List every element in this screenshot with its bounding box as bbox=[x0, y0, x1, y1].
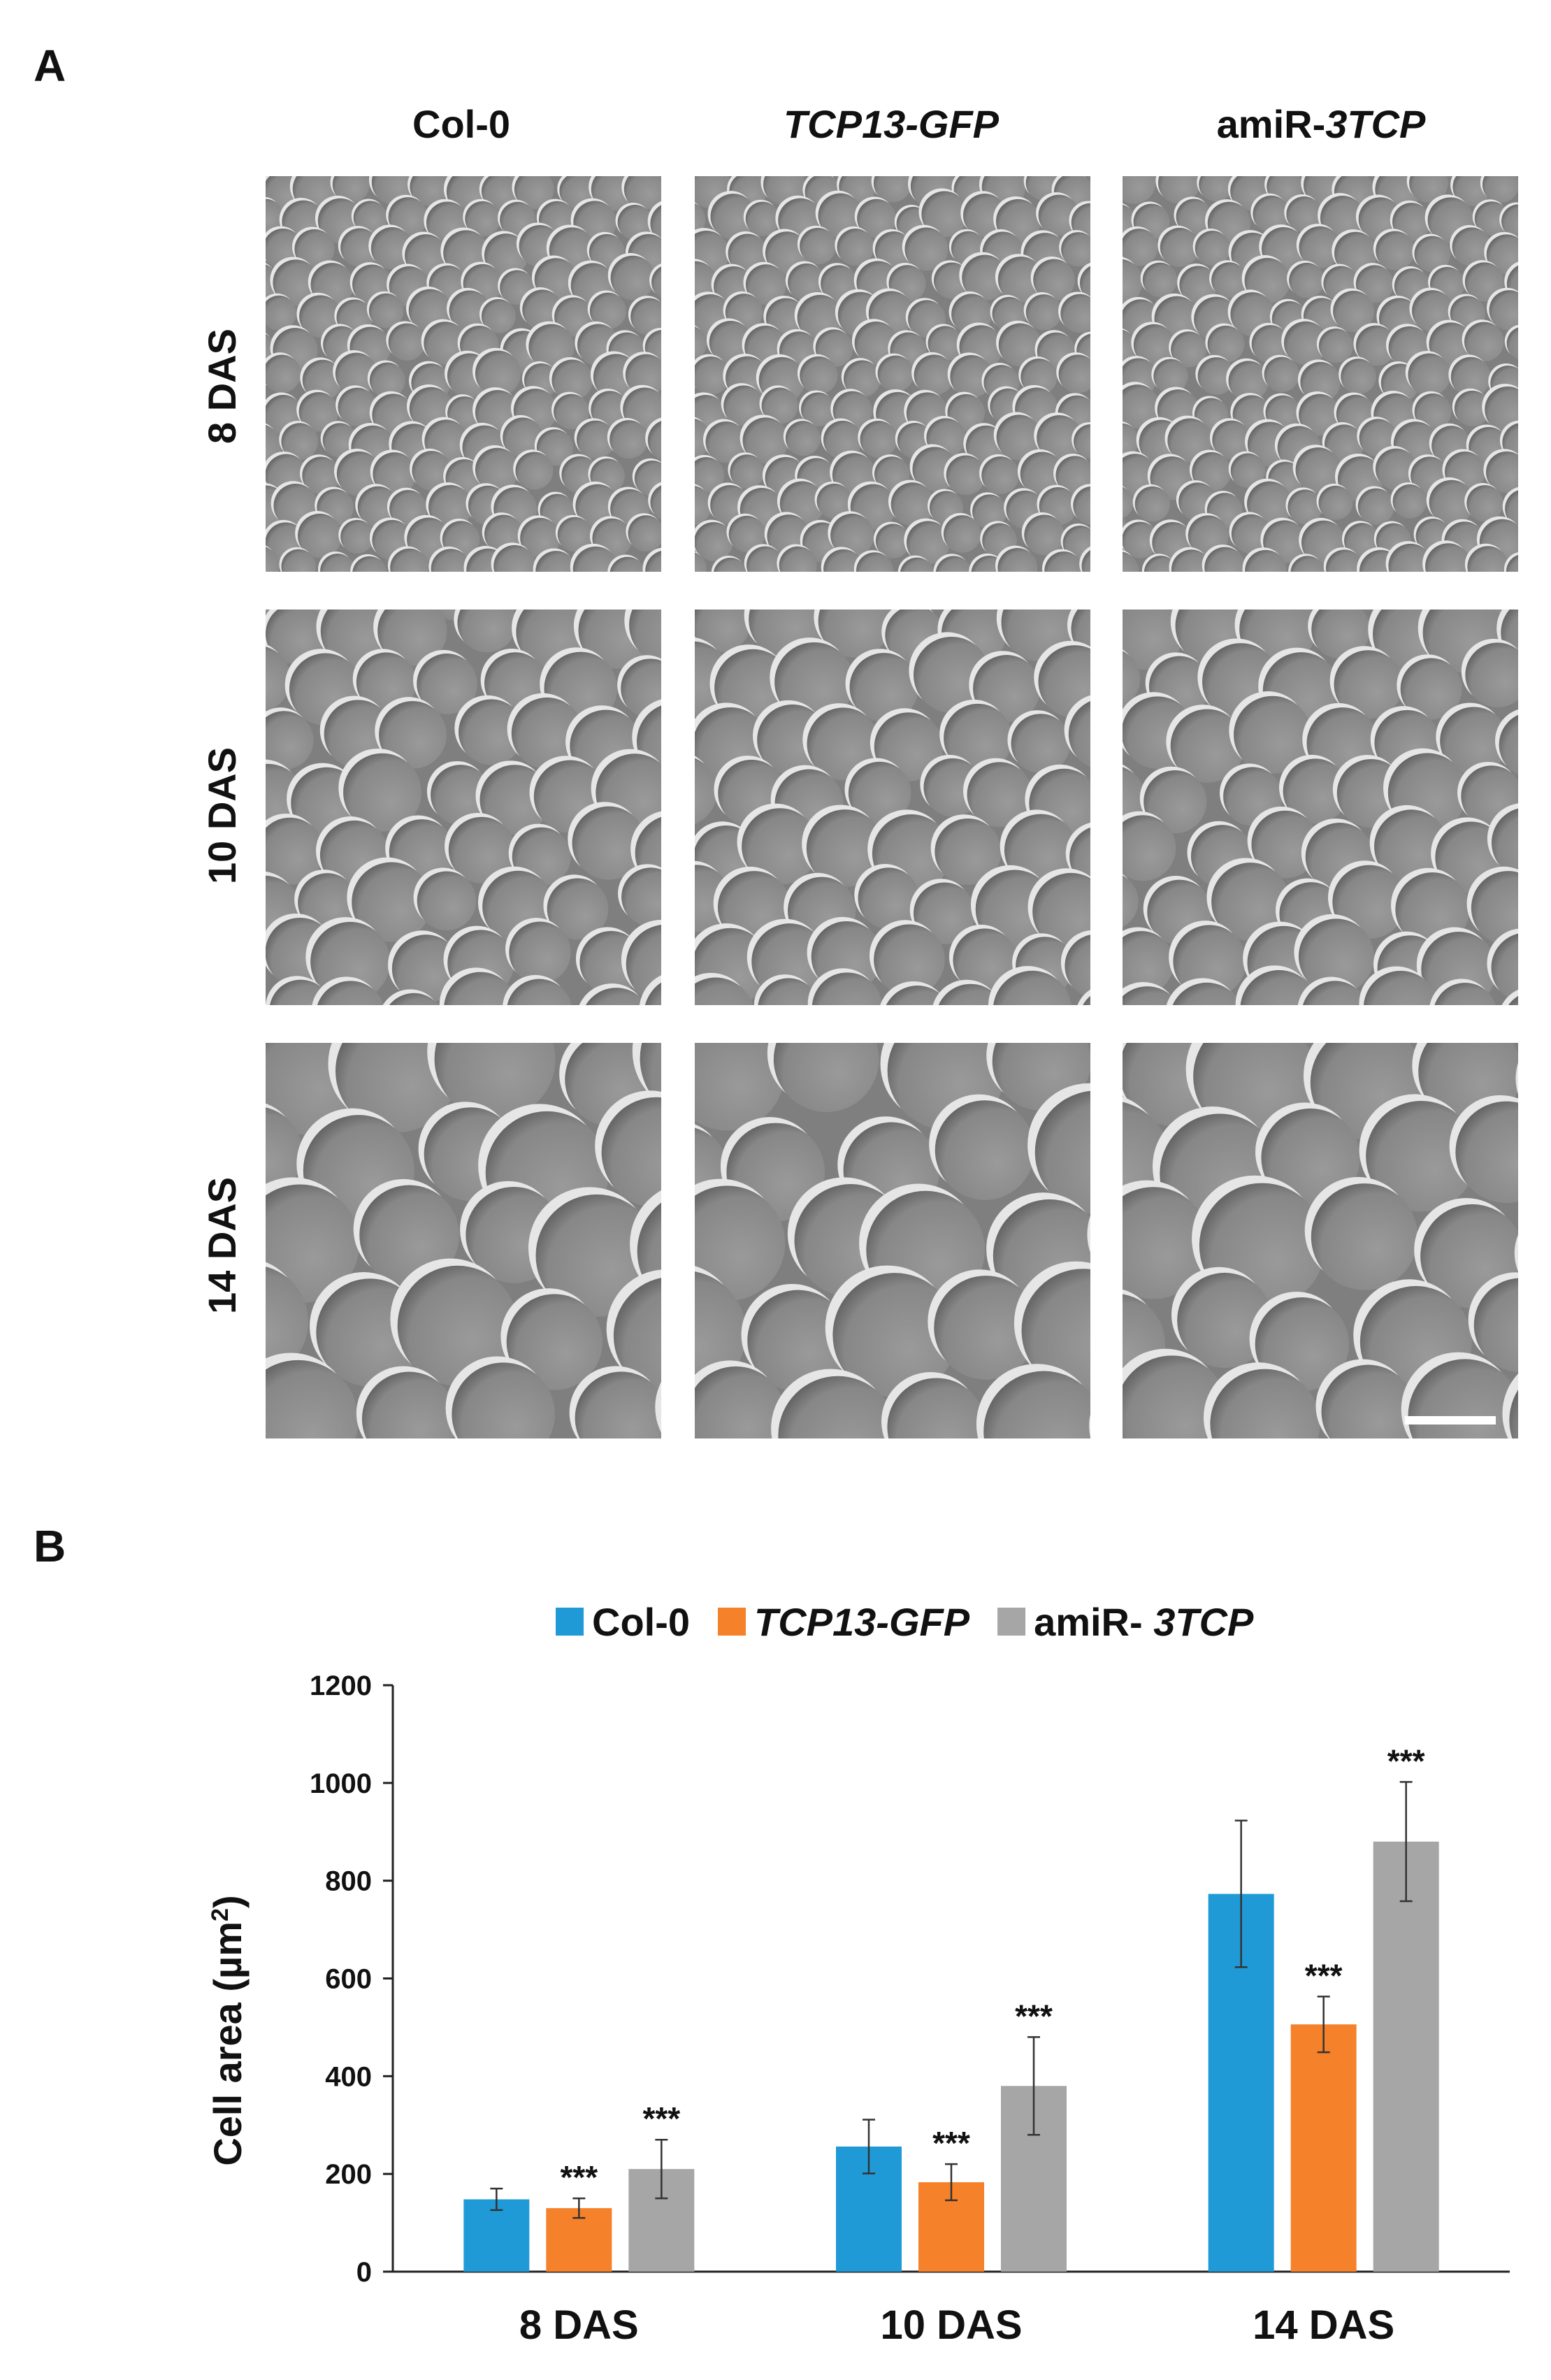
y-tick-label: 1200 bbox=[310, 1671, 372, 1701]
significance-label: *** bbox=[1387, 1743, 1425, 1779]
column-header-amir-3tcp: amiR-3TCP bbox=[1111, 105, 1531, 144]
row-header-14das: 14 DAS bbox=[200, 1176, 244, 1314]
micrograph-col0-10das bbox=[266, 610, 661, 1005]
panel-b-letter: B bbox=[34, 1521, 66, 1571]
micrograph-amir-10das bbox=[1123, 610, 1518, 1005]
column-header-col0: Col-0 bbox=[252, 105, 671, 144]
y-tick-label: 0 bbox=[356, 2257, 372, 2288]
micrograph-col0-8das bbox=[266, 176, 661, 572]
x-axis-labels: 8 DAS 10 DAS 14 DAS bbox=[519, 2302, 1394, 2348]
micrograph-amir-14das bbox=[1123, 1043, 1518, 1438]
column-header-amir-text: amiR- bbox=[1216, 102, 1326, 146]
x-category-label: 8 DAS bbox=[519, 2302, 639, 2348]
chart-legend: Col-0 TCP13-GFP amiR- 3TCP bbox=[556, 1600, 1254, 1644]
y-tick-label: 800 bbox=[325, 1866, 372, 1897]
significance-label: *** bbox=[560, 2159, 598, 2195]
bar-series: *** *** *** *** *** *** bbox=[463, 1743, 1439, 2272]
x-category-label: 10 DAS bbox=[880, 2302, 1022, 2348]
significance-label: *** bbox=[642, 2100, 680, 2137]
column-header-col0-text: Col-0 bbox=[412, 102, 510, 146]
y-axis-label: Cell area (µm2) bbox=[205, 1895, 250, 2165]
y-tick-label: 200 bbox=[325, 2159, 372, 2190]
micrograph-amir-8das bbox=[1123, 176, 1518, 572]
legend-swatch bbox=[997, 1608, 1026, 1636]
x-category-label: 14 DAS bbox=[1253, 2302, 1394, 2348]
y-tick-label: 600 bbox=[325, 1964, 372, 1995]
bar bbox=[463, 2199, 530, 2272]
legend-label: Col-0 bbox=[592, 1600, 690, 1644]
legend-swatch bbox=[556, 1608, 584, 1636]
micrograph-tcp13-8das bbox=[695, 176, 1090, 572]
significance-label: *** bbox=[932, 2125, 970, 2161]
y-tick-label: 1000 bbox=[310, 1768, 372, 1799]
bar bbox=[1373, 1841, 1439, 2272]
significance-label: *** bbox=[1305, 1957, 1343, 1993]
legend-swatch bbox=[718, 1608, 746, 1636]
micrograph-tcp13-14das bbox=[695, 1043, 1090, 1438]
scale-bar bbox=[1405, 1416, 1496, 1425]
panel-a-letter: A bbox=[34, 41, 66, 91]
bar bbox=[1290, 2024, 1357, 2272]
column-header-tcp13-gfp: TCP13-GFP bbox=[681, 105, 1101, 144]
y-tick-label: 400 bbox=[325, 2061, 372, 2092]
legend-label: TCP13-GFP bbox=[754, 1600, 970, 1644]
micrograph-col0-14das bbox=[266, 1043, 661, 1438]
row-header-8das: 8 DAS bbox=[200, 329, 244, 444]
legend-label: amiR- 3TCP bbox=[1034, 1600, 1254, 1644]
row-header-10das: 10 DAS bbox=[200, 747, 244, 884]
column-header-tcp13-italic: TCP13-GFP bbox=[783, 102, 1000, 146]
bar-chart: Col-0 TCP13-GFP amiR- 3TCP 0 200 400 600 800 10… bbox=[205, 1600, 1510, 2348]
significance-label: *** bbox=[1015, 1998, 1053, 2034]
micrograph-tcp13-10das bbox=[695, 610, 1090, 1005]
column-header-amir-italic: 3TCP bbox=[1325, 102, 1426, 146]
